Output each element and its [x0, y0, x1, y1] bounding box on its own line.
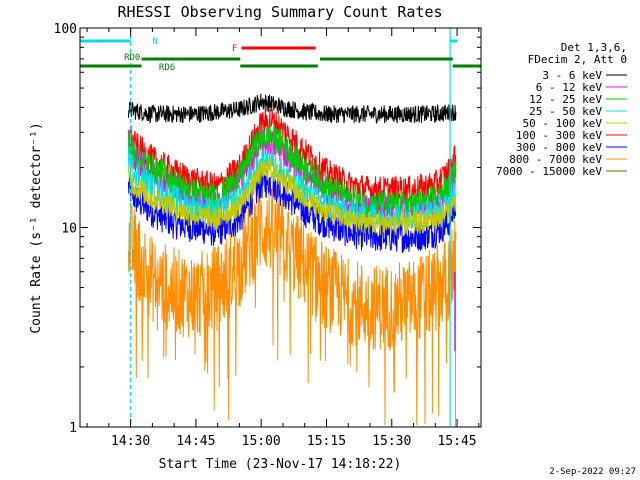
series-line-0 — [127, 93, 457, 124]
legend-entry-label: 6 - 12 keV — [536, 81, 603, 94]
axis-layer: 14:30 14:45 15:00 15:15 15:30 15:45 1 10 100 — [54, 22, 481, 449]
x-axis-label: Start Time (23-Nov-17 14:18:22) — [159, 457, 402, 472]
legend-entry-label: 7000 - 15000 keV — [496, 165, 602, 178]
series-line-5 — [127, 108, 457, 204]
series-line-7 — [127, 188, 457, 426]
annotation-label: RD6 — [159, 63, 175, 73]
y-tick-label: 10 — [61, 222, 77, 237]
legend-header: FDecim 2, Att 0 — [528, 53, 627, 66]
legend-entry-label: 12 - 25 keV — [529, 93, 602, 106]
legend-entry-label: 50 - 100 keV — [523, 117, 603, 130]
x-tick-label: 15:30 — [372, 434, 411, 449]
x-tick-label: 15:15 — [307, 434, 346, 449]
data-layer — [127, 93, 457, 427]
legend-entry-label: 25 - 50 keV — [529, 105, 602, 118]
x-tick-label: 14:30 — [111, 434, 150, 449]
annotation-label: F — [232, 44, 237, 54]
legend-entry-label: 800 - 7000 keV — [509, 153, 602, 166]
x-tick-label: 15:00 — [242, 434, 281, 449]
legend-entry-label: 100 - 300 keV — [516, 129, 602, 142]
series-line-6 — [127, 167, 456, 254]
y-tick-label: 100 — [54, 22, 77, 37]
legend-header: Det 1,3,6, — [561, 41, 627, 54]
x-tick-label: 14:45 — [176, 434, 215, 449]
footer-date: 2-Sep-2022 09:27 — [549, 467, 636, 477]
annotation-label: N — [152, 37, 157, 47]
chart-title: RHESSI Observing Summary Count Rates — [117, 3, 442, 21]
series-line-4 — [127, 156, 457, 236]
y-axis-label: Count Rate (s⁻¹ detector⁻¹) — [29, 122, 44, 333]
x-tick-label: 15:45 — [437, 434, 476, 449]
annotation-label: RD0 — [124, 53, 140, 63]
y-tick-label: 1 — [69, 421, 77, 436]
legend-entry-label: 300 - 800 keV — [516, 141, 602, 154]
legend-entry-label: 3 - 6 keV — [542, 69, 602, 82]
